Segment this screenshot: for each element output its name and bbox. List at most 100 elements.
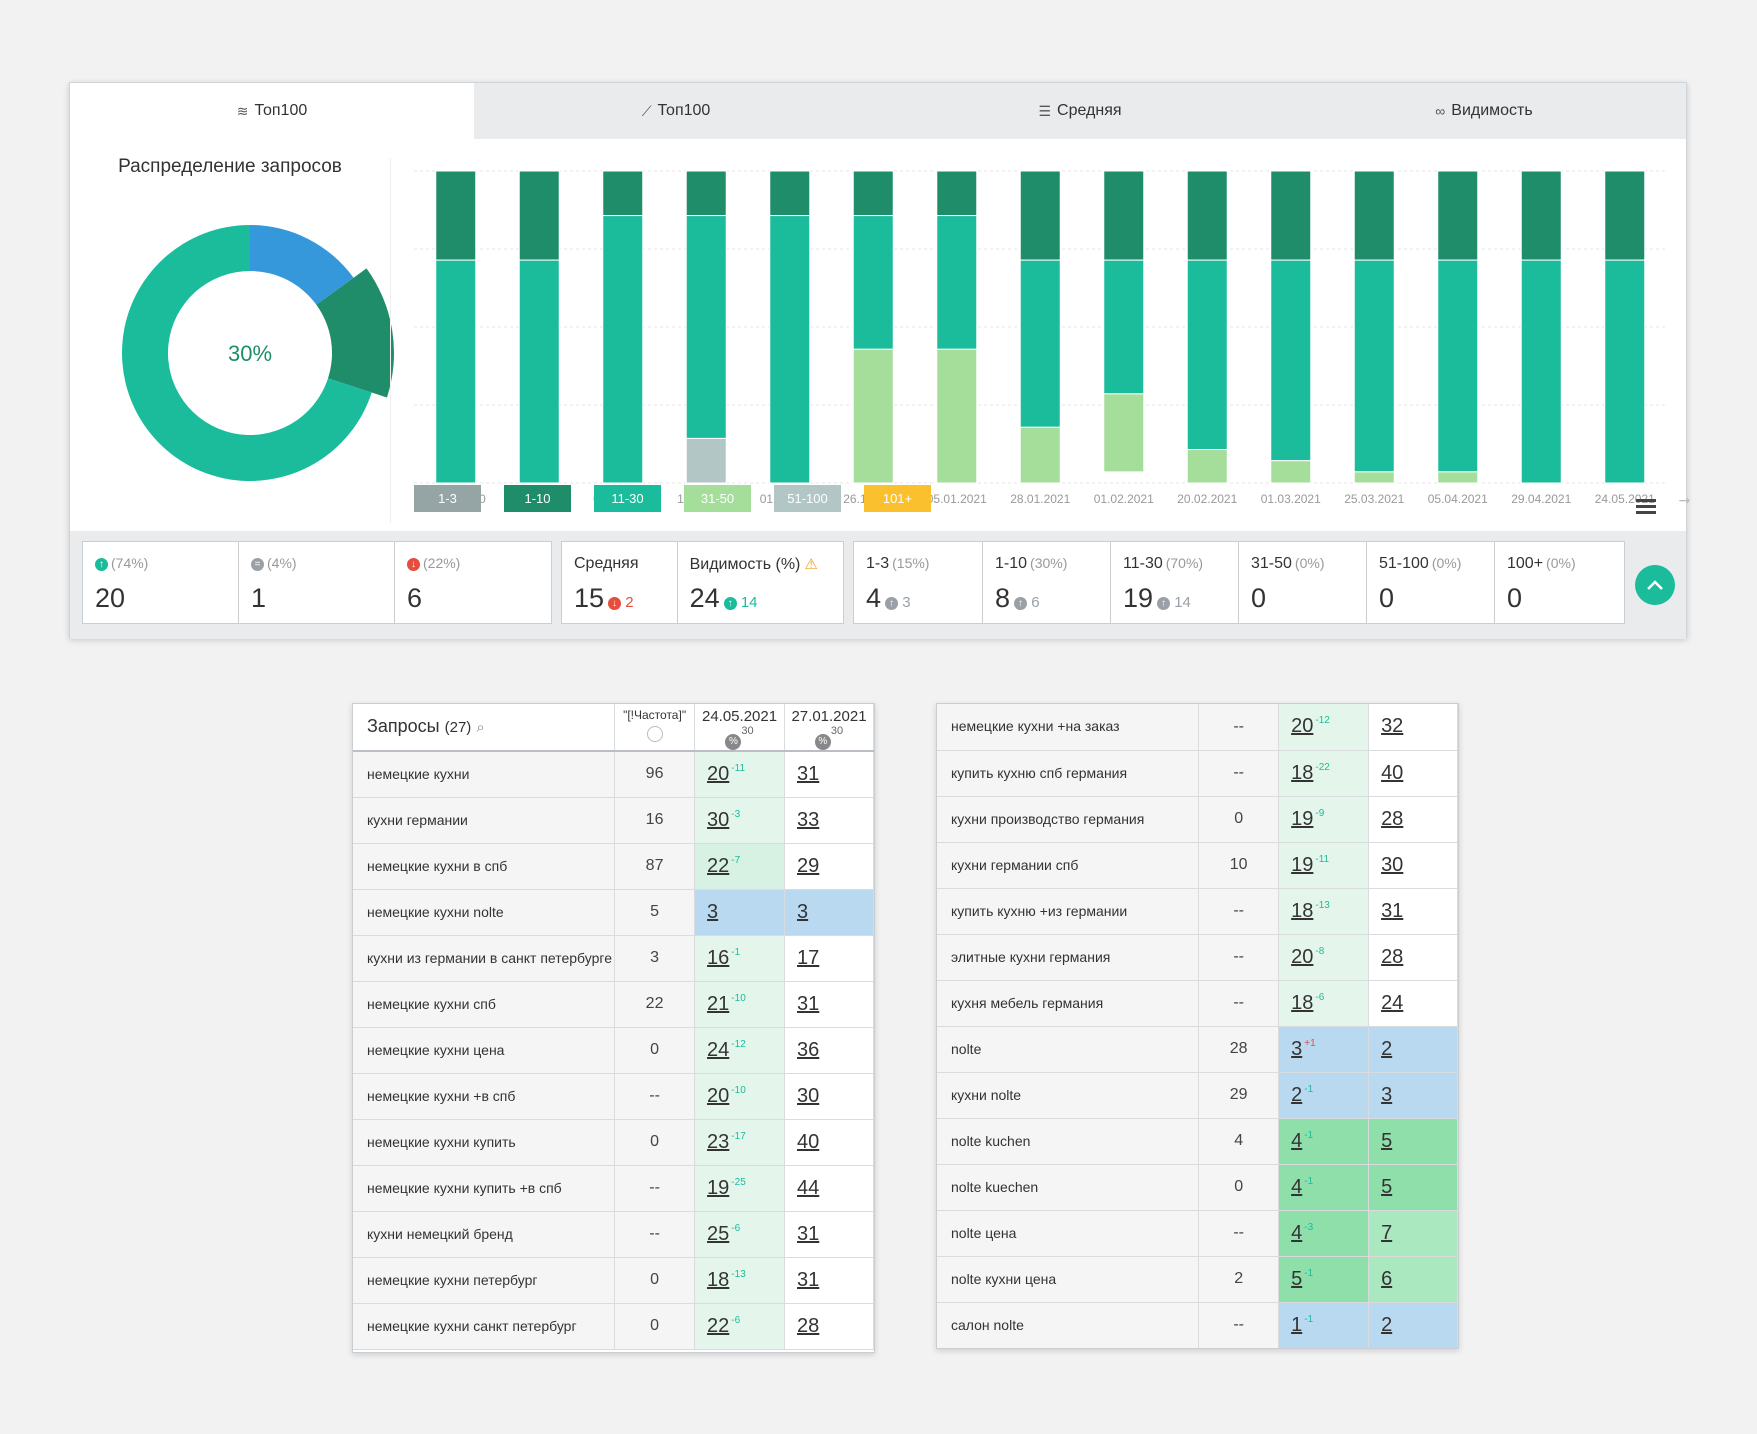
donut-slice-1-3[interactable] xyxy=(250,225,354,305)
legend-51-100[interactable]: 51-100 xyxy=(774,485,841,512)
legend-1-10[interactable]: 1-10 xyxy=(504,485,571,512)
stat-unchanged[interactable]: = (4%) 1 xyxy=(239,542,395,623)
bar-segment-11-30[interactable] xyxy=(1103,259,1145,395)
position-link[interactable]: 31 xyxy=(797,992,820,1015)
position-link[interactable]: 3 xyxy=(1291,1037,1303,1060)
stat-range-1-10[interactable]: 1-10 (30%) 8 ↑ 6 xyxy=(983,542,1111,623)
legend-11-30[interactable]: 11-30 xyxy=(594,485,661,512)
legend-1-3[interactable]: 1-3 xyxy=(414,485,481,512)
position-link[interactable]: 30 xyxy=(1381,853,1404,876)
date-header-1[interactable]: 24.05.2021 %30 xyxy=(694,704,786,752)
position-link[interactable]: 18 xyxy=(1291,761,1314,784)
bar-segment-11-30[interactable] xyxy=(852,215,894,350)
bar-segment-11-30[interactable] xyxy=(1520,259,1562,484)
position-link[interactable]: 20 xyxy=(1291,945,1314,968)
position-link[interactable]: 25 xyxy=(707,1222,730,1245)
bar-segment-1-10[interactable] xyxy=(1520,170,1562,261)
position-link[interactable]: 19 xyxy=(1291,853,1314,876)
frequency-header[interactable]: "[!Частота]" xyxy=(614,704,696,752)
donut-slice-11-30[interactable] xyxy=(122,225,372,481)
position-link[interactable]: 21 xyxy=(707,992,730,1015)
position-link[interactable]: 3 xyxy=(707,900,719,923)
bar-segment-1-10[interactable] xyxy=(1019,170,1061,261)
bar-segment-1-10[interactable] xyxy=(769,170,811,217)
collapse-button[interactable] xyxy=(1635,565,1675,605)
position-link[interactable]: 18 xyxy=(707,1268,730,1291)
legend-31-50[interactable]: 31-50 xyxy=(684,485,751,512)
stat-average[interactable]: Средняя 15 ↓ 2 xyxy=(562,542,678,623)
position-link[interactable]: 5 xyxy=(1381,1175,1393,1198)
stat-range-1-3[interactable]: 1-3 (15%) 4 ↑ 3 xyxy=(854,542,983,623)
position-link[interactable]: 31 xyxy=(797,1268,820,1291)
position-link[interactable]: 4 xyxy=(1291,1221,1303,1244)
bar-segment-31-50[interactable] xyxy=(852,348,894,484)
position-link[interactable]: 19 xyxy=(1291,807,1314,830)
bar-segment-1-10[interactable] xyxy=(1270,170,1312,261)
scroll-right-icon[interactable]: → xyxy=(1679,493,1691,509)
position-link[interactable]: 31 xyxy=(797,762,820,785)
bar-segment-11-30[interactable] xyxy=(518,259,560,484)
stat-declined[interactable]: ↓ (22%) 6 xyxy=(395,542,551,623)
position-link[interactable]: 36 xyxy=(797,1038,820,1061)
bar-segment-1-10[interactable] xyxy=(1604,170,1646,261)
date-header-2[interactable]: 27.01.2021 %30 xyxy=(784,704,874,752)
position-link[interactable]: 20 xyxy=(1291,715,1314,738)
position-link[interactable]: 2 xyxy=(1381,1037,1393,1060)
position-link[interactable]: 5 xyxy=(1291,1267,1303,1290)
position-link[interactable]: 31 xyxy=(797,1222,820,1245)
position-link[interactable]: 22 xyxy=(707,854,730,877)
bar-segment-11-30[interactable] xyxy=(1019,259,1061,428)
hamburger-menu-icon[interactable] xyxy=(1636,499,1656,515)
position-link[interactable]: 24 xyxy=(1381,991,1404,1014)
position-link[interactable]: 30 xyxy=(797,1084,820,1107)
position-link[interactable]: 30 xyxy=(707,808,730,831)
stat-improved[interactable]: ↑ (74%) 20 xyxy=(83,542,239,623)
legend-101-plus[interactable]: 101+ xyxy=(864,485,931,512)
tab-top100-chart[interactable]: ⟋ Топ100 xyxy=(474,83,878,139)
bar-segment-11-30[interactable] xyxy=(1186,259,1228,451)
position-link[interactable]: 20 xyxy=(707,1084,730,1107)
bar-segment-11-30[interactable] xyxy=(1270,259,1312,462)
bar-segment-31-50[interactable] xyxy=(1019,426,1061,484)
bar-segment-11-30[interactable] xyxy=(602,215,644,484)
bar-segment-1-10[interactable] xyxy=(1103,170,1145,261)
search-icon[interactable]: ⌕ xyxy=(476,719,485,736)
stat-range-51-100[interactable]: 51-100 (0%) 0 xyxy=(1367,542,1495,623)
stat-range-11-30[interactable]: 11-30 (70%) 19 ↑ 14 xyxy=(1111,542,1239,623)
position-link[interactable]: 44 xyxy=(797,1176,820,1199)
bar-segment-1-10[interactable] xyxy=(1353,170,1395,261)
position-link[interactable]: 20 xyxy=(707,762,730,785)
position-link[interactable]: 40 xyxy=(1381,761,1404,784)
position-link[interactable]: 3 xyxy=(797,900,809,923)
stat-range-31-50[interactable]: 31-50 (0%) 0 xyxy=(1239,542,1367,623)
stat-visibility[interactable]: Видимость (%) ⚠ 24 ↑ 14 xyxy=(678,542,843,623)
bar-segment-31-50[interactable] xyxy=(1437,471,1479,484)
position-link[interactable]: 4 xyxy=(1291,1129,1303,1152)
bar-segment-1-10[interactable] xyxy=(852,170,894,217)
position-link[interactable]: 16 xyxy=(707,946,730,969)
tab-visibility[interactable]: ∞ Видимость xyxy=(1282,83,1686,139)
position-link[interactable]: 5 xyxy=(1381,1129,1393,1152)
bar-segment-31-50[interactable] xyxy=(1103,393,1145,473)
position-link[interactable]: 28 xyxy=(1381,807,1404,830)
bar-segment-11-30[interactable] xyxy=(1353,259,1395,473)
position-link[interactable]: 40 xyxy=(797,1130,820,1153)
bar-segment-11-30[interactable] xyxy=(1437,259,1479,473)
tab-average[interactable]: ☰ Средняя xyxy=(878,83,1282,139)
position-link[interactable]: 31 xyxy=(1381,899,1404,922)
donut-slice-1-10[interactable] xyxy=(316,268,394,398)
queries-header[interactable]: Запросы (27) ⌕ xyxy=(353,704,616,752)
bar-segment-1-10[interactable] xyxy=(435,170,477,261)
position-link[interactable]: 2 xyxy=(1381,1313,1393,1336)
bar-segment-31-50[interactable] xyxy=(1270,460,1312,484)
bar-segment-1-10[interactable] xyxy=(1437,170,1479,261)
position-link[interactable]: 18 xyxy=(1291,991,1314,1014)
position-link[interactable]: 24 xyxy=(707,1038,730,1061)
bar-segment-1-10[interactable] xyxy=(518,170,560,261)
position-link[interactable]: 7 xyxy=(1381,1221,1393,1244)
position-link[interactable]: 2 xyxy=(1291,1083,1303,1106)
bar-segment-31-50[interactable] xyxy=(1353,471,1395,484)
bar-segment-11-30[interactable] xyxy=(769,215,811,484)
position-link[interactable]: 6 xyxy=(1381,1267,1393,1290)
position-link[interactable]: 3 xyxy=(1381,1083,1393,1106)
